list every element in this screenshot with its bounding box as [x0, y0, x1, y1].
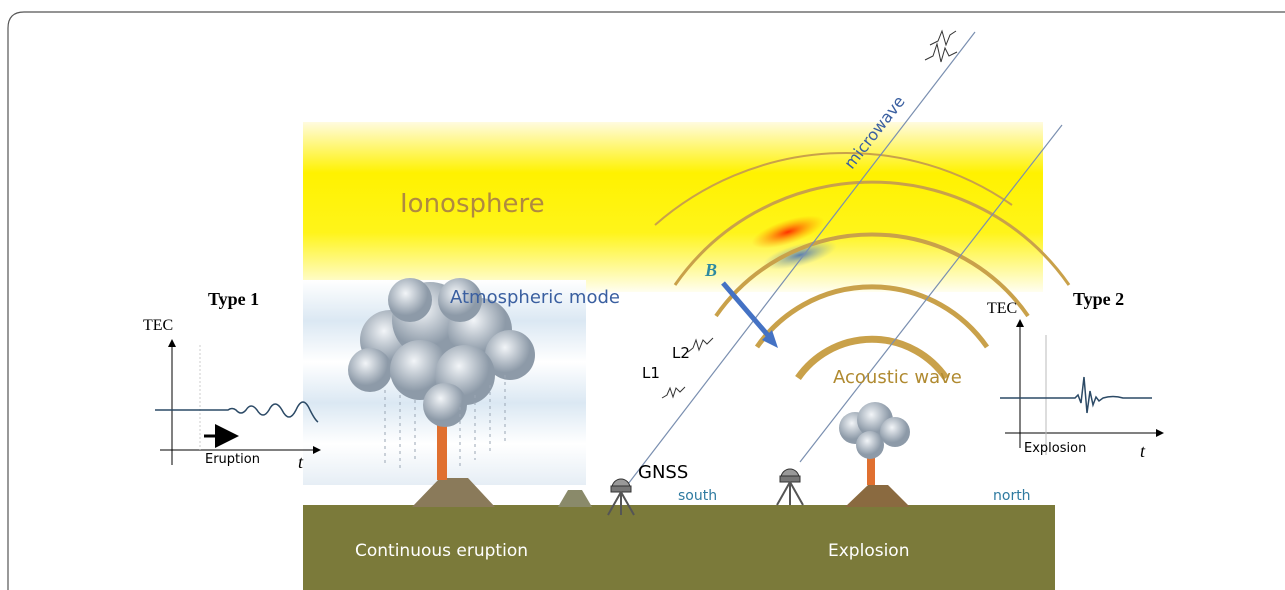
- disturbance-negative: [763, 240, 837, 270]
- l2-label: L2: [672, 344, 690, 362]
- b-arrow-head: [762, 330, 778, 348]
- volcano: [412, 478, 495, 507]
- wave-icon: [661, 386, 686, 399]
- eruption-cloud: [348, 278, 535, 427]
- type2-inset: Type 2 TEC Explosion t: [987, 289, 1164, 461]
- arc: [795, 335, 949, 380]
- arc: [714, 232, 1030, 318]
- frame: [7, 11, 1285, 590]
- arc: [654, 151, 1013, 226]
- acoustic-arcs: [654, 151, 1071, 380]
- explosion-cloud: [839, 402, 910, 459]
- inset-title: Type 1: [208, 289, 259, 309]
- ionosphere-band: [303, 122, 1043, 292]
- arc: [754, 284, 990, 349]
- ionosphere-label: Ionosphere: [400, 189, 545, 219]
- inset-x-label: t: [1140, 441, 1146, 461]
- hill: [558, 490, 592, 507]
- tec-signal: [1000, 376, 1152, 414]
- arc: [673, 180, 1071, 286]
- left-ground-label: Continuous eruption: [355, 541, 528, 561]
- volcano: [845, 485, 910, 507]
- signal-path: [799, 124, 1063, 463]
- gnss-label: GNSS: [638, 462, 688, 483]
- tec-signal: [155, 401, 319, 423]
- inset-y-label: TEC: [987, 300, 1017, 317]
- right-ground-label: Explosion: [828, 541, 909, 561]
- inset-event: Explosion: [1024, 441, 1086, 456]
- inset-y-label: TEC: [143, 317, 173, 334]
- gnss-receiver: [776, 468, 804, 506]
- signal-path: [624, 31, 976, 489]
- inset-title: Type 2: [1073, 289, 1124, 309]
- disturbance-positive: [751, 215, 825, 249]
- acoustic-label: Acoustic wave: [833, 367, 962, 388]
- north-label: north: [993, 488, 1031, 504]
- type1-inset: Type 1 TEC Eruption t: [143, 289, 321, 472]
- b-label: B: [704, 260, 717, 280]
- wave-icon: [687, 337, 714, 353]
- rain: [384, 375, 506, 470]
- gnss-receiver: [607, 478, 635, 516]
- b-arrow-shaft: [721, 281, 774, 342]
- south-label: south: [678, 488, 717, 504]
- wave-icon: [924, 29, 958, 63]
- atmospheric-label: Atmospheric mode: [450, 287, 620, 308]
- inset-x-label: t: [298, 452, 304, 472]
- inset-event: Eruption: [205, 452, 260, 467]
- ground: [303, 505, 1055, 590]
- lava-column: [867, 440, 875, 485]
- l1-label: L1: [642, 364, 660, 382]
